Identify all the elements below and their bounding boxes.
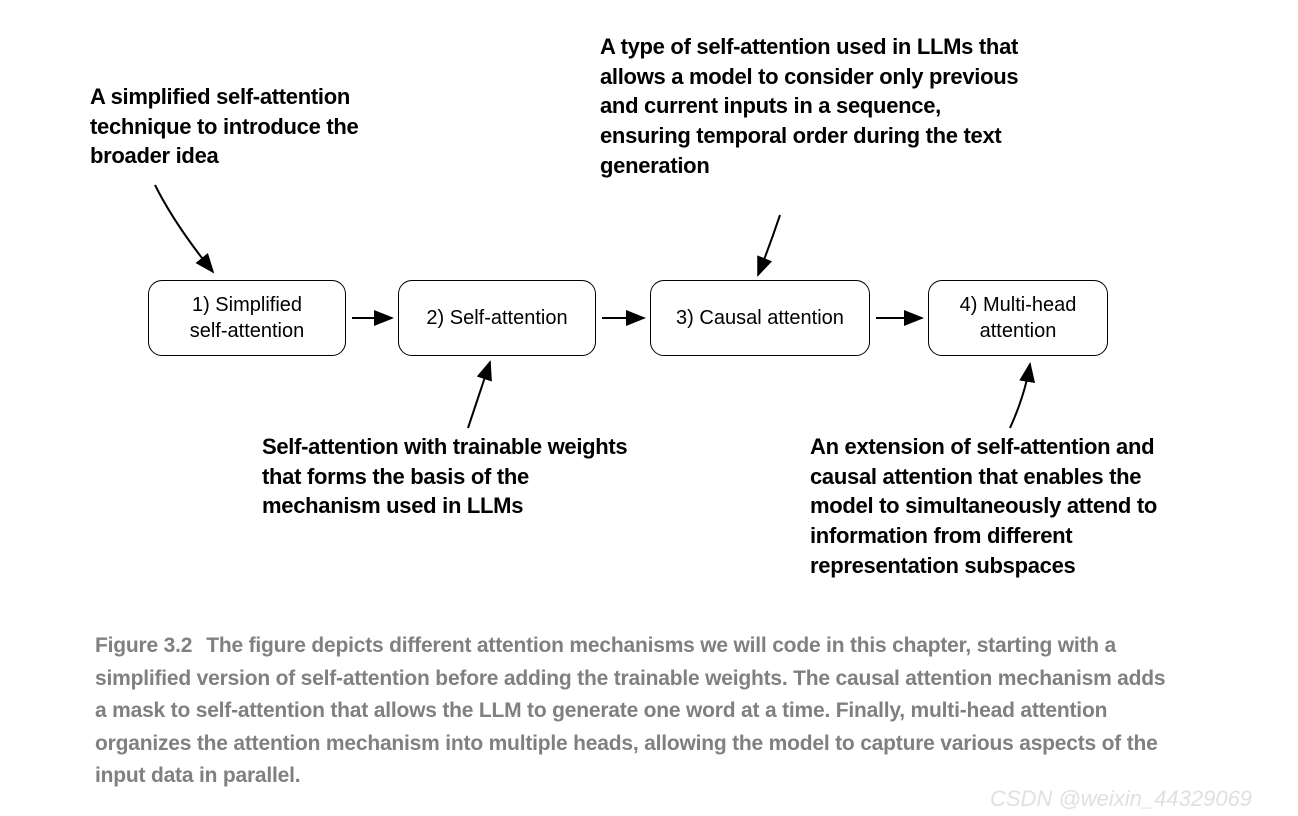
pointer-arrow (1010, 364, 1030, 428)
watermark-text: CSDN @weixin_44329069 (990, 786, 1252, 811)
figure-caption: Figure 3.2The figure depicts different a… (95, 630, 1175, 793)
caption-text: The figure depicts different attention m… (95, 634, 1165, 787)
figure-label: Figure 3.2 (95, 634, 192, 657)
pointer-arrow (758, 215, 780, 275)
pointer-arrow (468, 362, 490, 428)
pointer-arrow (155, 185, 213, 272)
watermark: CSDN @weixin_44329069 (990, 786, 1252, 812)
